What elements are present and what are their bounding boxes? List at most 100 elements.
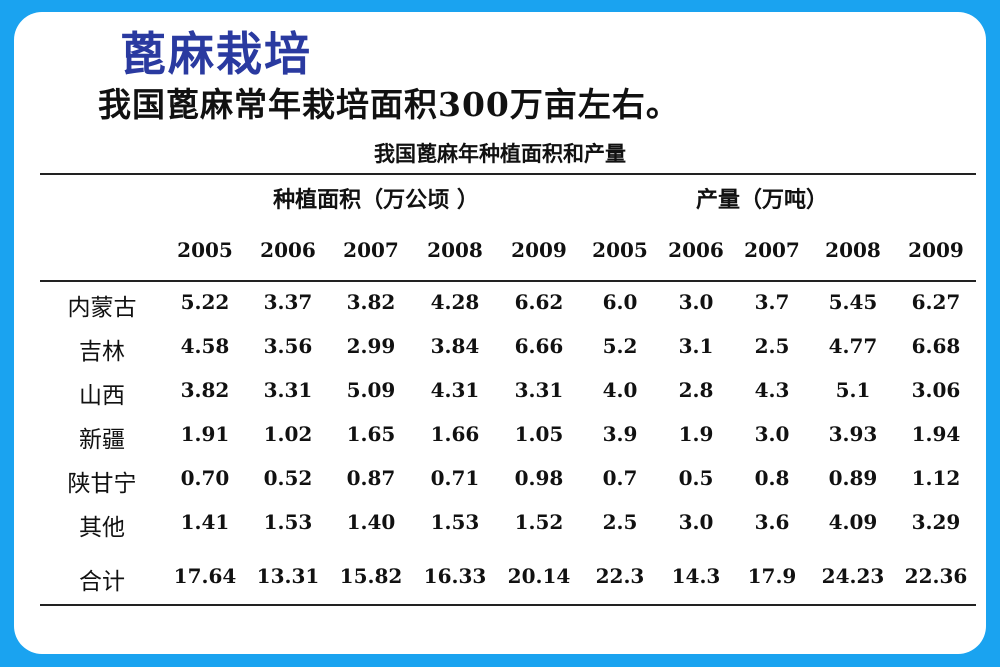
table-cell: 4.3 <box>754 378 790 402</box>
table-row: 新疆 1.91 1.02 1.65 1.66 1.05 3.9 1.9 3.0 3.93 1.94 <box>14 420 986 460</box>
year-header: 2005 <box>177 238 233 262</box>
table-top-rule <box>40 173 976 175</box>
table-cell: 4.31 <box>430 378 480 402</box>
table-cell: 0.7 <box>602 466 638 490</box>
table-cell: 0.8 <box>754 466 790 490</box>
table-cell: 0.5 <box>678 466 714 490</box>
group-header-output: 产量（万吨） <box>695 187 828 213</box>
table-cell: 1.52 <box>514 510 564 534</box>
table-cell: 3.7 <box>754 290 790 314</box>
table-cell: 1.9 <box>678 422 714 446</box>
table-cell: 3.0 <box>754 422 790 446</box>
table-row: 山西 3.82 3.31 5.09 4.31 3.31 4.0 2.8 4.3 5.1 3.06 <box>14 376 986 416</box>
table-cell: 5.45 <box>828 290 878 314</box>
table-cell: 6.66 <box>514 334 564 358</box>
table-cell: 3.06 <box>911 378 961 402</box>
table-row: 其他 1.41 1.53 1.40 1.53 1.52 2.5 3.0 3.6 4.09 3.29 <box>14 508 986 548</box>
table-cell: 15.82 <box>339 564 403 588</box>
table-cell: 1.41 <box>180 510 230 534</box>
table-cell: 5.09 <box>346 378 396 402</box>
table-cell: 3.56 <box>263 334 313 358</box>
table-cell: 3.84 <box>430 334 480 358</box>
region-label: 其他 <box>79 515 125 541</box>
table-cell: 3.6 <box>754 510 790 534</box>
table-cell: 2.8 <box>678 378 714 402</box>
slide-title: 蓖麻栽培 <box>120 27 312 81</box>
table-cell: 0.87 <box>346 466 396 490</box>
table-cell: 4.58 <box>180 334 230 358</box>
table-cell: 2.5 <box>602 510 638 534</box>
region-label: 陕甘宁 <box>67 471 137 497</box>
table-cell: 5.2 <box>602 334 638 358</box>
table-cell: 4.28 <box>430 290 480 314</box>
year-header: 2008 <box>825 238 881 262</box>
year-header: 2009 <box>511 238 567 262</box>
table-cell: 3.82 <box>180 378 230 402</box>
table-cell: 5.1 <box>835 378 871 402</box>
group-header-area: 种植面积（万公顷 ） <box>273 187 479 213</box>
table-cell: 4.77 <box>828 334 878 358</box>
table-cell: 3.82 <box>346 290 396 314</box>
table-cell: 16.33 <box>423 564 487 588</box>
table-cell: 24.23 <box>821 564 885 588</box>
table-cell: 5.22 <box>180 290 230 314</box>
region-label: 山西 <box>79 383 125 409</box>
year-header: 2007 <box>744 238 800 262</box>
table-cell: 1.65 <box>346 422 396 446</box>
table-cell: 1.91 <box>180 422 230 446</box>
table-cell: 1.53 <box>430 510 480 534</box>
table-cell: 3.31 <box>514 378 564 402</box>
table-cell: 1.94 <box>911 422 961 446</box>
table-row: 内蒙古 5.22 3.37 3.82 4.28 6.62 6.0 3.0 3.7 5.45 6.27 <box>14 288 986 328</box>
table-row: 合计 17.64 13.31 15.82 16.33 20.14 22.3 14.3 17.9 2… <box>14 562 986 602</box>
table-cell: 17.64 <box>173 564 237 588</box>
table-cell: 3.0 <box>678 510 714 534</box>
table-cell: 3.9 <box>602 422 638 446</box>
table-cell: 3.1 <box>678 334 714 358</box>
slide-card: 蓖麻栽培 我国蓖麻常年栽培面积300万亩左右。 我国蓖麻年种植面积和产量 种植面… <box>14 12 986 654</box>
region-label: 内蒙古 <box>67 295 137 321</box>
slide-subtitle: 我国蓖麻常年栽培面积300万亩左右。 <box>98 85 680 124</box>
table-cell: 14.3 <box>671 564 721 588</box>
table-row: 吉林 4.58 3.56 2.99 3.84 6.66 5.2 3.1 2.5 4.77 6.68 <box>14 332 986 372</box>
year-header: 2006 <box>260 238 316 262</box>
year-header: 2009 <box>908 238 964 262</box>
table-bottom-rule <box>40 604 976 606</box>
table-cell: 3.93 <box>828 422 878 446</box>
table-cell: 3.31 <box>263 378 313 402</box>
table-cell: 2.5 <box>754 334 790 358</box>
table-cell: 22.36 <box>904 564 968 588</box>
region-label: 新疆 <box>79 427 125 453</box>
table-cell: 0.98 <box>514 466 564 490</box>
table-cell: 20.14 <box>507 564 571 588</box>
table-cell: 0.71 <box>430 466 480 490</box>
table-cell: 1.53 <box>263 510 313 534</box>
table-cell: 4.0 <box>602 378 638 402</box>
region-label: 吉林 <box>79 339 125 365</box>
table-cell: 6.62 <box>514 290 564 314</box>
table-cell: 3.0 <box>678 290 714 314</box>
table-header-rule <box>40 280 976 282</box>
table-row: 陕甘宁 0.70 0.52 0.87 0.71 0.98 0.7 0.5 0.8 0.89 1.12 <box>14 464 986 504</box>
year-header: 2006 <box>668 238 724 262</box>
table-cell: 6.27 <box>911 290 961 314</box>
table-cell: 1.66 <box>430 422 480 446</box>
table-caption: 我国蓖麻年种植面积和产量 <box>374 141 626 166</box>
table-cell: 1.40 <box>346 510 396 534</box>
table-cell: 2.99 <box>346 334 396 358</box>
table-cell: 6.68 <box>911 334 961 358</box>
table-cell: 17.9 <box>747 564 797 588</box>
table-cell: 13.31 <box>256 564 320 588</box>
table-cell: 1.02 <box>263 422 313 446</box>
table-cell: 3.37 <box>263 290 313 314</box>
table-cell: 22.3 <box>595 564 645 588</box>
table-cell: 6.0 <box>602 290 638 314</box>
table-cell: 3.29 <box>911 510 961 534</box>
table-cell: 0.70 <box>180 466 230 490</box>
year-header: 2007 <box>343 238 399 262</box>
year-header: 2008 <box>427 238 483 262</box>
table-cell: 0.52 <box>263 466 313 490</box>
region-label: 合计 <box>79 569 125 595</box>
table-cell: 1.05 <box>514 422 564 446</box>
table-cell: 0.89 <box>828 466 878 490</box>
